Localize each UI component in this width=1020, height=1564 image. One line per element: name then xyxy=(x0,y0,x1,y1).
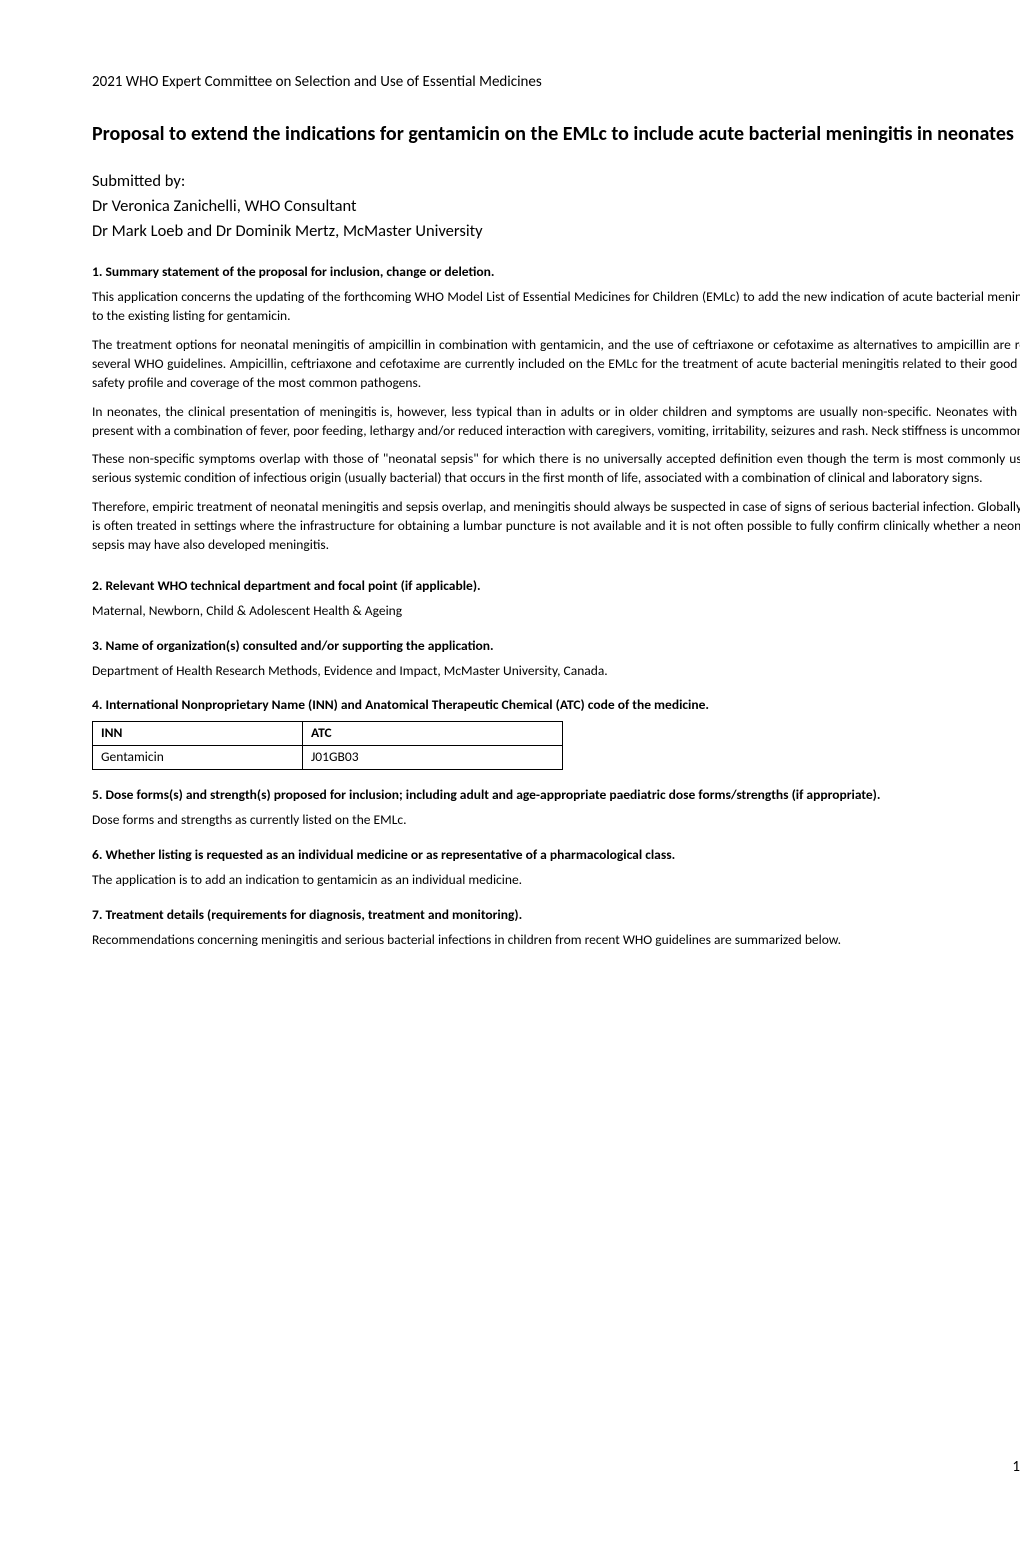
section-1-para-4: These non-specific symptoms overlap with… xyxy=(92,450,1020,488)
section-2-heading: 2. Relevant WHO technical department and… xyxy=(92,577,1020,596)
section-5-heading: 5. Dose forms(s) and strength(s) propose… xyxy=(92,786,1020,805)
section-1-para-2: The treatment options for neonatal menin… xyxy=(92,336,1020,393)
section-1-para-3: In neonates, the clinical presentation o… xyxy=(92,403,1020,441)
section-3-para-1: Department of Health Research Methods, E… xyxy=(92,662,1020,681)
section-7-para-1: Recommendations concerning meningitis an… xyxy=(92,931,1020,950)
author-block: Submitted by: Dr Veronica Zanichelli, WH… xyxy=(92,170,1020,243)
section-6-heading: 6. Whether listing is requested as an in… xyxy=(92,846,1020,865)
table-row: Gentamicin J01GB03 xyxy=(93,746,563,770)
section-7-heading: 7. Treatment details (requirements for d… xyxy=(92,906,1020,925)
section-1-heading: 1. Summary statement of the proposal for… xyxy=(92,263,1020,282)
submitted-by-label: Submitted by: xyxy=(92,170,1020,193)
author-line-1: Dr Veronica Zanichelli, WHO Consultant xyxy=(92,195,1020,218)
doc-context-line: 2021 WHO Expert Committee on Selection a… xyxy=(92,72,1020,93)
page-number: 1 xyxy=(1012,1457,1020,1478)
section-1-para-1: This application concerns the updating o… xyxy=(92,288,1020,326)
section-2-para-1: Maternal, Newborn, Child & Adolescent He… xyxy=(92,602,1020,621)
section-3-heading: 3. Name of organization(s) consulted and… xyxy=(92,637,1020,656)
section-1-para-5: Therefore, empiric treatment of neonatal… xyxy=(92,498,1020,555)
section-4-heading: 4. International Nonproprietary Name (IN… xyxy=(92,696,1020,715)
table-cell-atc: J01GB03 xyxy=(303,746,563,770)
section-6-para-1: The application is to add an indication … xyxy=(92,871,1020,890)
author-line-2: Dr Mark Loeb and Dr Dominik Mertz, McMas… xyxy=(92,220,1020,243)
table-header-row: INN ATC xyxy=(93,722,563,746)
table-header-atc: ATC xyxy=(303,722,563,746)
inn-atc-table: INN ATC Gentamicin J01GB03 xyxy=(92,721,563,770)
section-5-para-1: Dose forms and strengths as currently li… xyxy=(92,811,1020,830)
document-title: Proposal to extend the indications for g… xyxy=(92,121,1020,148)
table-cell-inn: Gentamicin xyxy=(93,746,303,770)
table-header-inn: INN xyxy=(93,722,303,746)
